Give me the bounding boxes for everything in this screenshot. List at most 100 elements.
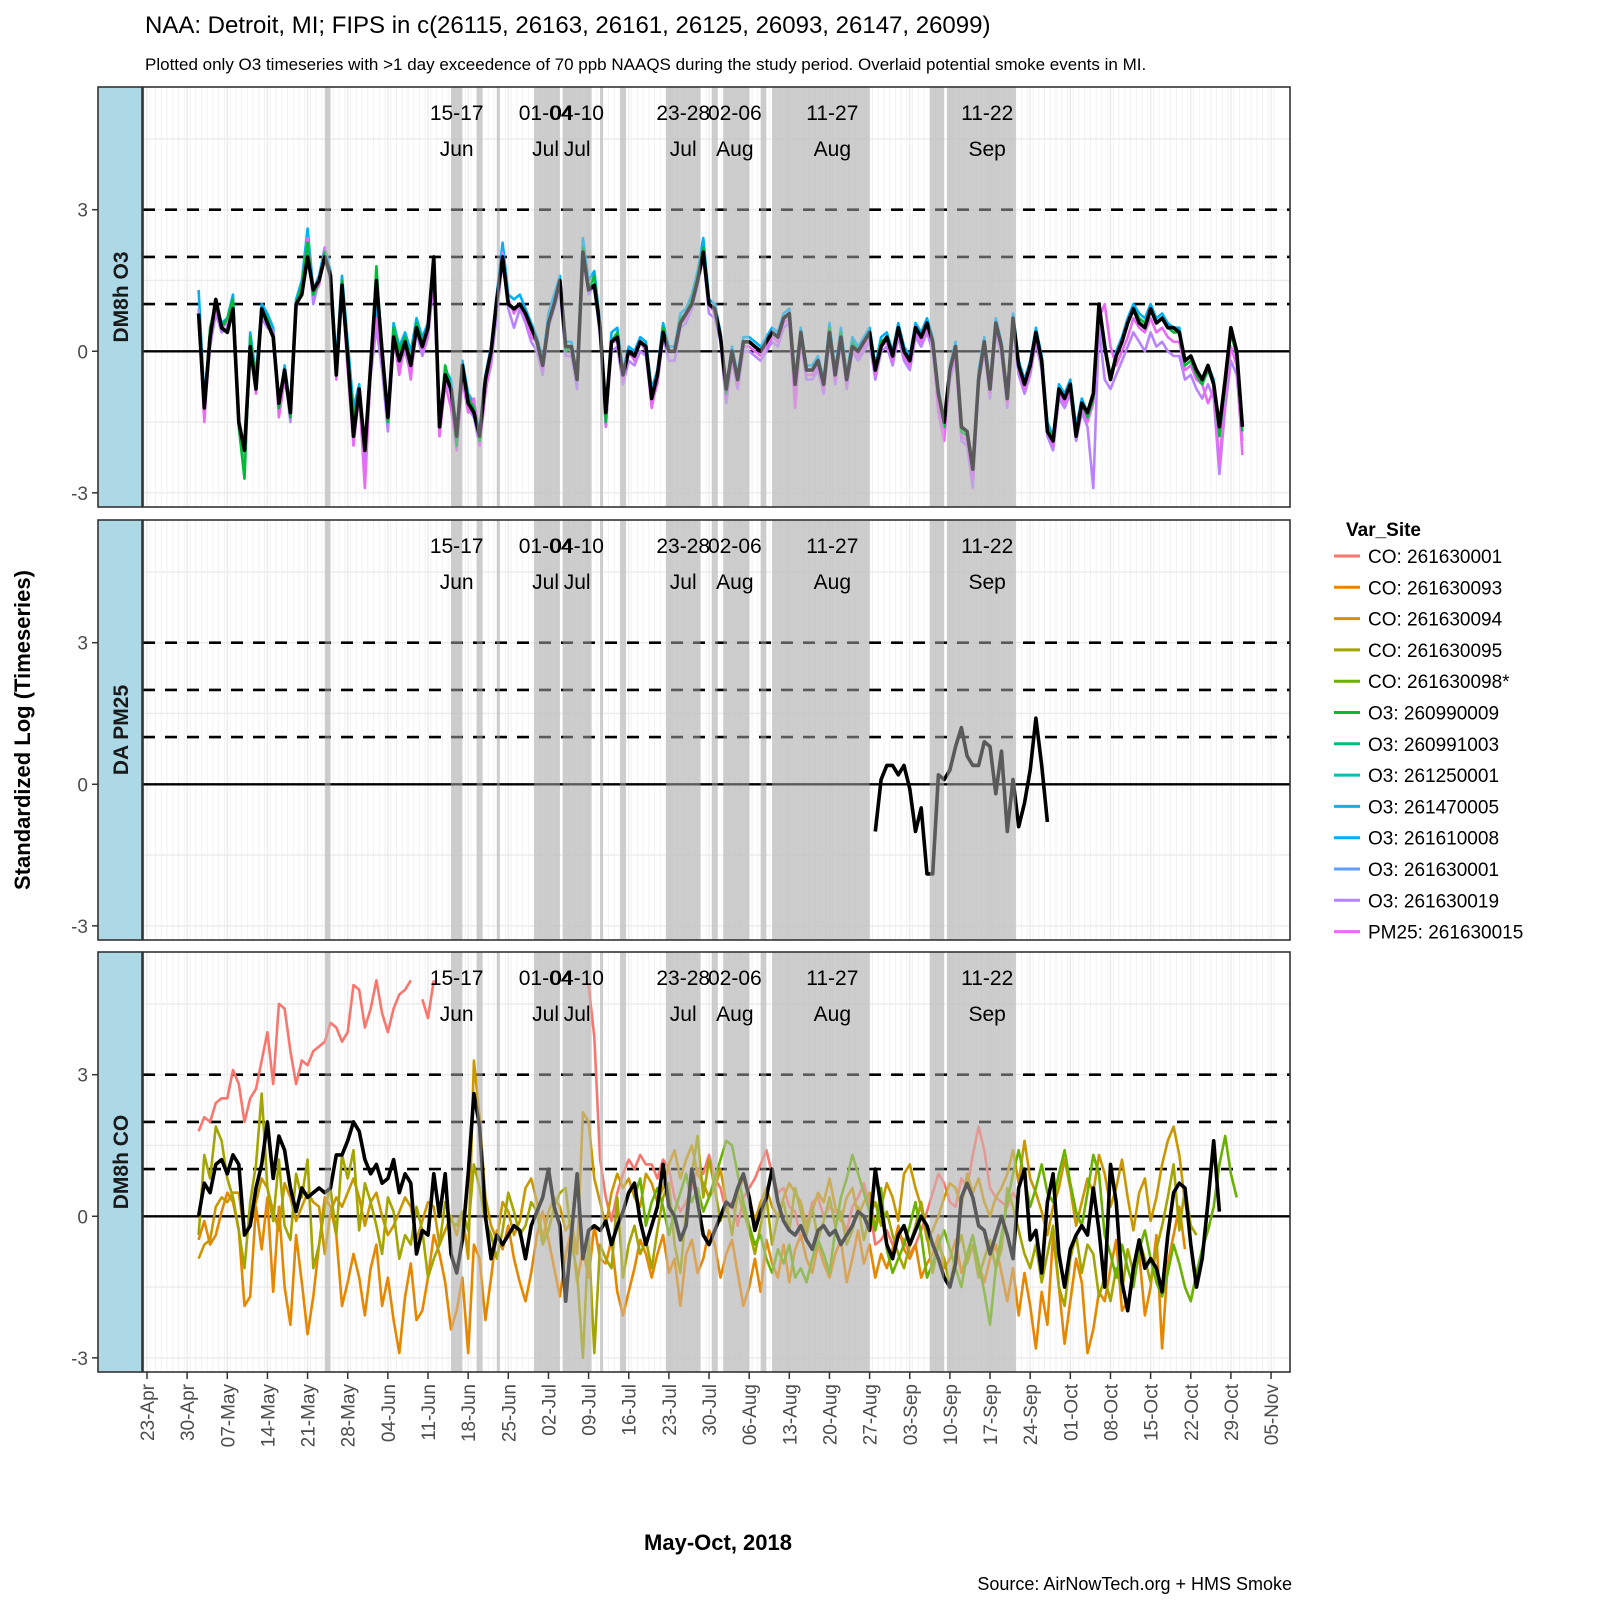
smoke-event-wash xyxy=(723,952,750,1372)
series-line-co-261630093 xyxy=(197,1191,1187,1355)
y-tick-label: -3 xyxy=(71,1349,88,1370)
smoke-label-month: Sep xyxy=(968,138,1005,161)
x-axis: 23-Apr 30-Apr 07-May 14-May 21-May 28-May 04-J… xyxy=(138,1372,1283,1447)
smoke-label-month: Jul xyxy=(670,138,697,161)
x-tick-label: 10-Sep xyxy=(941,1384,962,1445)
x-tick-label: 27-Aug xyxy=(861,1384,882,1445)
series-line-mean xyxy=(196,1091,1222,1313)
x-tick-label: 08-Oct xyxy=(1101,1383,1122,1441)
smoke-label-range: 01-04 xyxy=(519,967,573,990)
smoke-label-month: Jun xyxy=(440,571,474,594)
facet-panel-dm8h-co: 15-17 Jun 01-04 Jul 04-10 Jul 23-28 Jul 02-06 Aug… xyxy=(71,951,1291,1373)
smoke-event-band xyxy=(476,520,483,940)
smoke-label-range: 15-17 xyxy=(430,102,484,125)
smoke-event-overlay xyxy=(324,87,1016,507)
x-tick-label: 17-Sep xyxy=(981,1384,1002,1445)
x-tick-label: 23-Apr xyxy=(138,1383,159,1441)
series-lines xyxy=(196,979,1238,1360)
x-tick-label: 16-Jul xyxy=(620,1384,641,1436)
legend-label: O3: 261630001 xyxy=(1368,860,1499,881)
smoke-event-wash xyxy=(723,87,750,507)
smoke-label-range: 01-04 xyxy=(519,535,573,558)
smoke-event-labels: 15-17 Jun 01-04 Jul 04-10 Jul 23-28 Jul 02-06 Aug… xyxy=(430,967,1013,1026)
smoke-event-wash xyxy=(600,520,603,940)
y-tick-label: 3 xyxy=(77,634,88,655)
smoke-label-month: Aug xyxy=(716,1003,753,1026)
smoke-event-band xyxy=(620,952,626,1372)
x-tick-label: 23-Jul xyxy=(660,1384,681,1436)
smoke-event-wash xyxy=(772,520,870,940)
smoke-event-wash xyxy=(496,87,500,507)
facet-panel-dm8h-o3: 15-17 Jun 01-04 Jul 04-10 Jul 23-28 Jul 02-06 Aug… xyxy=(71,86,1291,508)
x-tick-label: 18-Jun xyxy=(459,1384,480,1442)
legend-label: CO: 261630098* xyxy=(1368,672,1510,693)
smoke-event-overlay xyxy=(324,520,1016,940)
smoke-event-wash xyxy=(476,952,483,1372)
legend-label: O3: 261630019 xyxy=(1368,891,1499,912)
smoke-label-range: 15-17 xyxy=(430,967,484,990)
smoke-label-range: 04-10 xyxy=(550,967,604,990)
smoke-event-band xyxy=(534,952,560,1372)
smoke-label-month: Jul xyxy=(564,571,591,594)
smoke-event-band xyxy=(534,520,560,940)
y-tick-label: 0 xyxy=(77,342,88,363)
x-tick-label: 28-May xyxy=(339,1384,360,1448)
smoke-event-wash xyxy=(534,520,560,940)
smoke-event-wash xyxy=(929,87,945,507)
series-line-co-261630095 xyxy=(197,1092,1198,1360)
smoke-event-band xyxy=(476,952,483,1372)
smoke-event-bands xyxy=(324,520,1016,940)
chart-caption: Source: AirNowTech.org + HMS Smoke xyxy=(977,1574,1292,1594)
series-lines xyxy=(873,716,1050,876)
smoke-label-month: Aug xyxy=(716,571,753,594)
facet-strip xyxy=(97,86,143,508)
smoke-label-range: 23-28 xyxy=(656,535,710,558)
smoke-event-band xyxy=(666,520,701,940)
smoke-label-month: Jun xyxy=(440,138,474,161)
x-tick-label: 30-Apr xyxy=(178,1383,199,1441)
smoke-event-band xyxy=(450,87,463,507)
smoke-label-month: Aug xyxy=(814,1003,851,1026)
smoke-event-wash xyxy=(450,87,463,507)
facet-strip xyxy=(97,519,143,941)
smoke-event-wash xyxy=(324,87,331,507)
smoke-label-month: Jul xyxy=(532,571,559,594)
legend-label: CO: 261630001 xyxy=(1368,547,1502,568)
x-tick-label: 09-Jul xyxy=(580,1384,601,1436)
y-tick-label: 0 xyxy=(77,775,88,796)
smoke-event-wash xyxy=(534,952,560,1372)
smoke-event-band xyxy=(711,520,718,940)
smoke-event-band xyxy=(620,520,626,940)
smoke-event-band xyxy=(476,87,483,507)
smoke-event-wash xyxy=(929,952,945,1372)
x-tick-label: 21-May xyxy=(299,1384,320,1448)
smoke-event-band xyxy=(947,952,1016,1372)
smoke-event-wash xyxy=(711,87,718,507)
smoke-event-band xyxy=(947,87,1016,507)
x-tick-label: 29-Oct xyxy=(1222,1383,1243,1441)
x-tick-label: 03-Sep xyxy=(901,1384,922,1445)
smoke-event-band xyxy=(760,520,767,940)
smoke-label-range: 02-06 xyxy=(708,535,762,558)
facet-strip-label: DA PM25 xyxy=(110,685,133,776)
smoke-label-month: Jun xyxy=(440,1003,474,1026)
smoke-event-band xyxy=(760,87,767,507)
smoke-label-month: Jul xyxy=(532,138,559,161)
smoke-event-wash xyxy=(760,520,767,940)
series-line-mean xyxy=(873,716,1050,876)
smoke-event-band xyxy=(760,952,767,1372)
smoke-event-wash xyxy=(450,520,463,940)
smoke-label-range: 11-22 xyxy=(961,967,1013,990)
smoke-event-wash xyxy=(772,87,870,507)
y-tick-label: 0 xyxy=(77,1207,88,1228)
legend-label: O3: 260990009 xyxy=(1368,704,1499,725)
smoke-event-overlay xyxy=(324,952,1016,1372)
smoke-event-band xyxy=(947,520,1016,940)
smoke-event-wash xyxy=(620,952,626,1372)
smoke-event-wash xyxy=(496,520,500,940)
smoke-event-wash xyxy=(562,87,592,507)
x-tick-label: 01-Oct xyxy=(1061,1383,1082,1441)
smoke-event-wash xyxy=(723,520,750,940)
x-tick-label: 11-Jun xyxy=(419,1384,440,1441)
